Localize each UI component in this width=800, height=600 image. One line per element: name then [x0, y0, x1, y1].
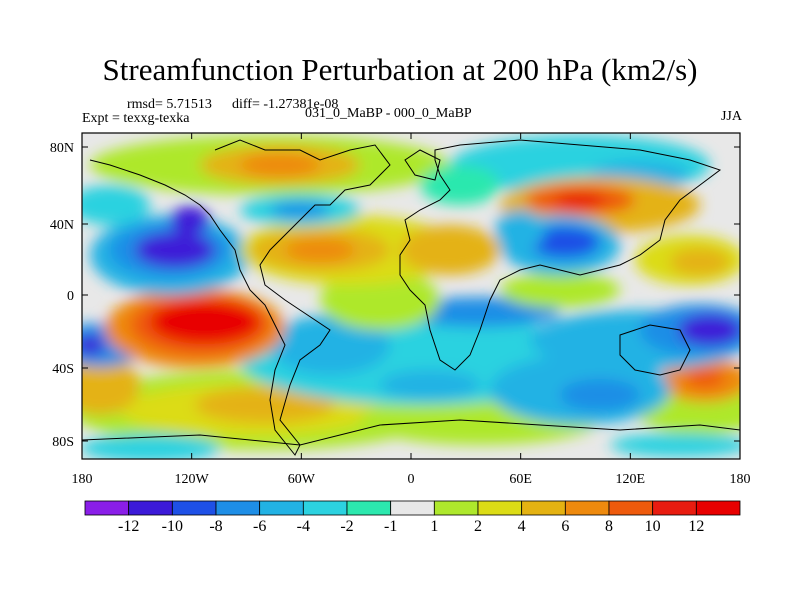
colorbar-label: 1	[430, 518, 438, 535]
colorbar: -12 -10 -8 -6 -4 -2 -1 1 2 4 6 8 10 12	[84, 500, 741, 535]
longitude-axis: 180 120W 60W 0 60E 120E 180	[72, 133, 751, 487]
experiment-label: Expt = texxg-texka	[82, 111, 190, 126]
latitude-axis: 80N 40N 0 40S 80S	[50, 141, 740, 450]
map-title: Streamfunction Perturbation at 200 hPa (…	[102, 52, 698, 87]
colorbar-label: -1	[384, 518, 397, 535]
lat-tick-label: 80N	[50, 141, 74, 156]
colorbar-label: 2	[474, 518, 482, 535]
colorbar-label: -8	[209, 518, 222, 535]
lon-tick-label: 60E	[509, 472, 532, 487]
colorbar-label: 10	[645, 518, 661, 535]
colorbar-label: -12	[118, 518, 139, 535]
americas-coastline	[89, 139, 391, 456]
colorbar-label: 8	[605, 518, 613, 535]
colorbar-swatch	[171, 500, 217, 516]
coastlines	[81, 139, 741, 456]
lat-tick-label: 80S	[52, 435, 74, 450]
colorbar-swatch	[652, 500, 697, 516]
lon-tick-label: 0	[408, 472, 415, 487]
colorbar-swatch	[84, 500, 130, 516]
eurasia-africa-coastline	[399, 139, 722, 371]
antarctica-coastline	[81, 419, 741, 446]
season-label: JJA	[720, 109, 742, 124]
lon-tick-label: 180	[730, 472, 751, 487]
colorbar-swatch	[302, 500, 348, 516]
colorbar-swatch	[390, 500, 435, 516]
colorbar-label: -10	[162, 518, 183, 535]
colorbar-swatch	[477, 500, 523, 516]
colorbar-swatch	[564, 500, 610, 516]
field-blobs	[82, 135, 740, 459]
colorbar-swatch	[521, 500, 566, 516]
colorbar-label: -6	[253, 518, 266, 535]
colorbar-swatch	[433, 500, 479, 516]
lon-tick-label: 120W	[175, 472, 210, 487]
colorbar-swatch	[128, 500, 173, 516]
colorbar-swatch	[346, 500, 392, 516]
lat-tick-label: 40N	[50, 218, 74, 233]
colorbar-swatch	[695, 500, 741, 516]
colorbar-swatch	[215, 500, 261, 516]
comparison-label: 031_0_MaBP - 000_0_MaBP	[305, 106, 472, 121]
colorbar-label: -2	[340, 518, 353, 535]
lat-tick-label: 0	[67, 289, 74, 304]
colorbar-label: 4	[518, 518, 526, 535]
rmsd-label: rmsd= 5.71513	[127, 97, 212, 112]
lat-tick-label: 40S	[52, 362, 74, 377]
greenland-coastline	[404, 149, 441, 181]
diff-label: diff= -1.27381e-08	[232, 97, 339, 112]
colorbar-swatch	[608, 500, 654, 516]
australia-coastline	[619, 324, 691, 376]
lon-tick-label: 180	[72, 472, 93, 487]
contour-field	[82, 133, 740, 459]
colorbar-label: 6	[561, 518, 569, 535]
lon-tick-label: 120E	[616, 472, 646, 487]
colorbar-swatch	[259, 500, 304, 516]
colorbar-label: 12	[688, 518, 704, 535]
lon-tick-label: 60W	[288, 472, 316, 487]
colorbar-label: -4	[297, 518, 310, 535]
